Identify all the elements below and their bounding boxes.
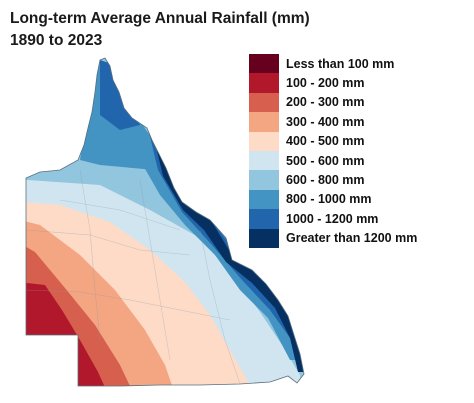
legend-label: 1000 - 1200 mm [286, 211, 379, 226]
legend-label: 400 - 500 mm [286, 134, 365, 149]
legend-swatch [249, 131, 279, 151]
legend-label: 200 - 300 mm [286, 95, 365, 110]
legend-item: 600 - 800 mm [249, 170, 417, 190]
legend-swatch [249, 228, 279, 248]
legend-label: 600 - 800 mm [286, 173, 365, 188]
legend-label: Less than 100 mm [286, 56, 395, 71]
legend-swatch [249, 73, 279, 93]
legend-label: 500 - 600 mm [286, 153, 365, 168]
band-over-1200-coast [152, 130, 304, 372]
legend-swatch [249, 54, 279, 74]
title-line-1: Long-term Average Annual Rainfall (mm) [10, 10, 310, 27]
legend-item: 400 - 500 mm [249, 131, 417, 151]
legend-swatch [249, 170, 279, 190]
legend-item: Greater than 1200 mm [249, 228, 418, 248]
legend-swatch [249, 189, 279, 210]
legend-label: Greater than 1200 mm [286, 231, 418, 246]
legend-item: 300 - 400 mm [249, 112, 417, 132]
district-boundaries [26, 169, 241, 385]
legend-item: 800 - 1000 mm [249, 189, 417, 210]
legend-item: 500 - 600 mm [249, 150, 417, 171]
legend-label: 300 - 400 mm [286, 114, 365, 129]
legend-item: Less than 100 mm [249, 54, 417, 74]
legend-swatch [249, 112, 279, 132]
state-outline [25, 57, 305, 387]
legend-item: 200 - 300 mm [249, 92, 417, 113]
title-line-2: 1890 to 2023 [10, 32, 103, 49]
legend-label: 800 - 1000 mm [286, 192, 372, 207]
map-title: Long-term Average Annual Rainfall (mm) 1… [10, 8, 310, 52]
legend-swatch [249, 150, 279, 171]
legend: Less than 100 mm 100 - 200 mm 200 - 300 mm… [249, 54, 417, 248]
legend-label: 100 - 200 mm [286, 76, 365, 91]
legend-item: 1000 - 1200 mm [249, 209, 417, 229]
legend-swatch [249, 209, 279, 229]
legend-item: 100 - 200 mm [249, 73, 417, 93]
legend-swatch [249, 92, 279, 113]
